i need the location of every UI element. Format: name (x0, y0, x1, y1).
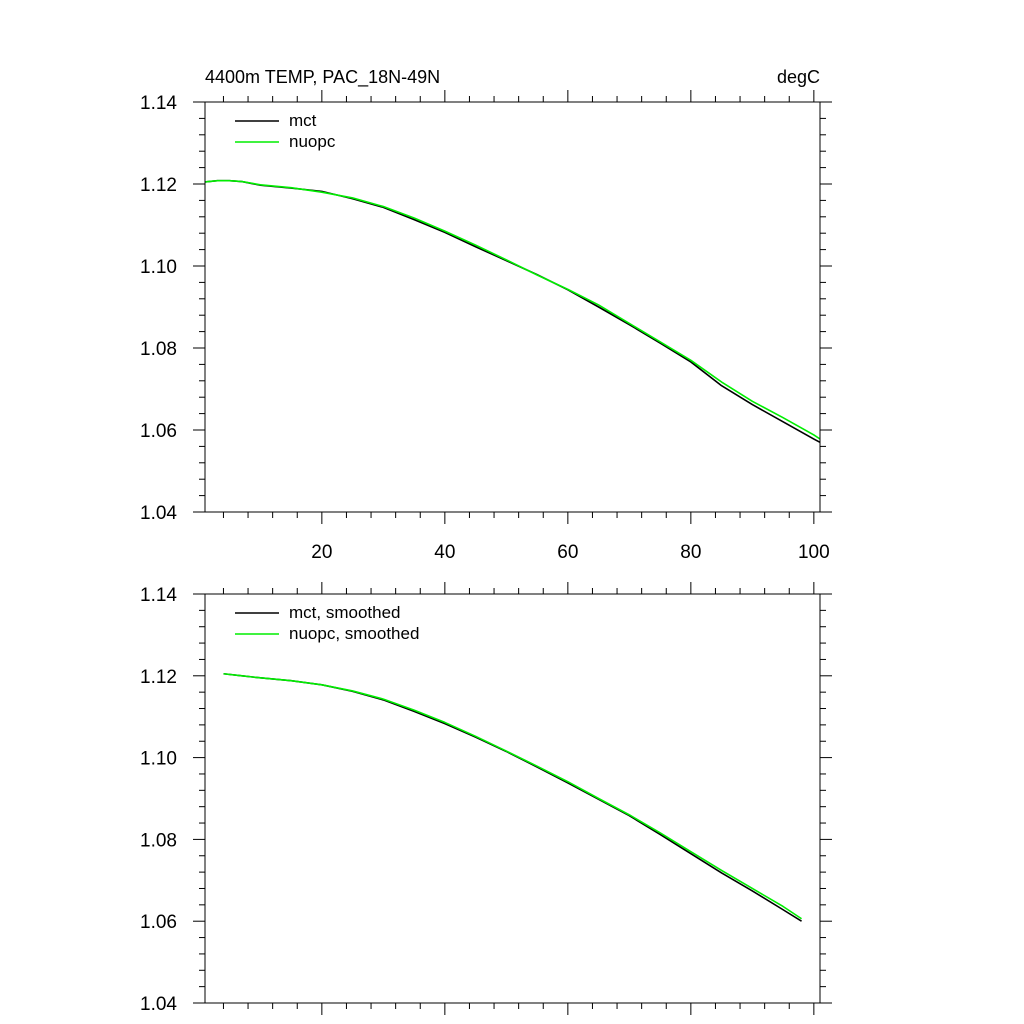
x-tick-label: 40 (434, 542, 455, 563)
x-tick-label: 60 (557, 542, 578, 563)
y-tick-label: 1.12 (140, 667, 177, 688)
plot-frame (204, 101, 821, 513)
legend-label: nuopc, smoothed (289, 624, 419, 643)
series-line-mct (223, 672, 802, 922)
series-line-nuopc (204, 179, 821, 440)
series-line-nuopc (223, 672, 802, 920)
y-tick-label: 1.08 (140, 830, 177, 851)
y-tick-label: 1.10 (140, 257, 177, 278)
x-tick-label: 80 (680, 542, 701, 563)
legend-label: nuopc (289, 132, 336, 151)
legend-label: mct (289, 111, 317, 130)
y-tick-label: 1.12 (140, 175, 177, 196)
chart-title: 4400m TEMP, PAC_18N-49N (205, 67, 440, 88)
y-tick-label: 1.04 (140, 503, 177, 524)
series-line-mct (204, 179, 821, 444)
plot-frame (204, 593, 821, 1004)
y-tick-label: 1.10 (140, 749, 177, 770)
y-tick-label: 1.04 (140, 994, 177, 1015)
y-tick-label: 1.14 (140, 93, 177, 114)
x-tick-label: 20 (311, 542, 332, 563)
y-tick-label: 1.08 (140, 339, 177, 360)
units-label: degC (777, 67, 820, 87)
legend-label: mct, smoothed (289, 603, 401, 622)
panel-top: 1.04 1.06 1.08 1.10 1.12 1.14 20 40 60 80 100 4400m… (140, 67, 832, 563)
y-tick-label: 1.06 (140, 421, 177, 442)
x-tick-label: 100 (798, 542, 830, 563)
panel-bottom: 1.04 1.06 1.08 1.10 1.12 1.14 mct, smoothed nuo… (140, 582, 832, 1015)
y-tick-label: 1.06 (140, 912, 177, 933)
y-tick-label: 1.14 (140, 585, 177, 606)
